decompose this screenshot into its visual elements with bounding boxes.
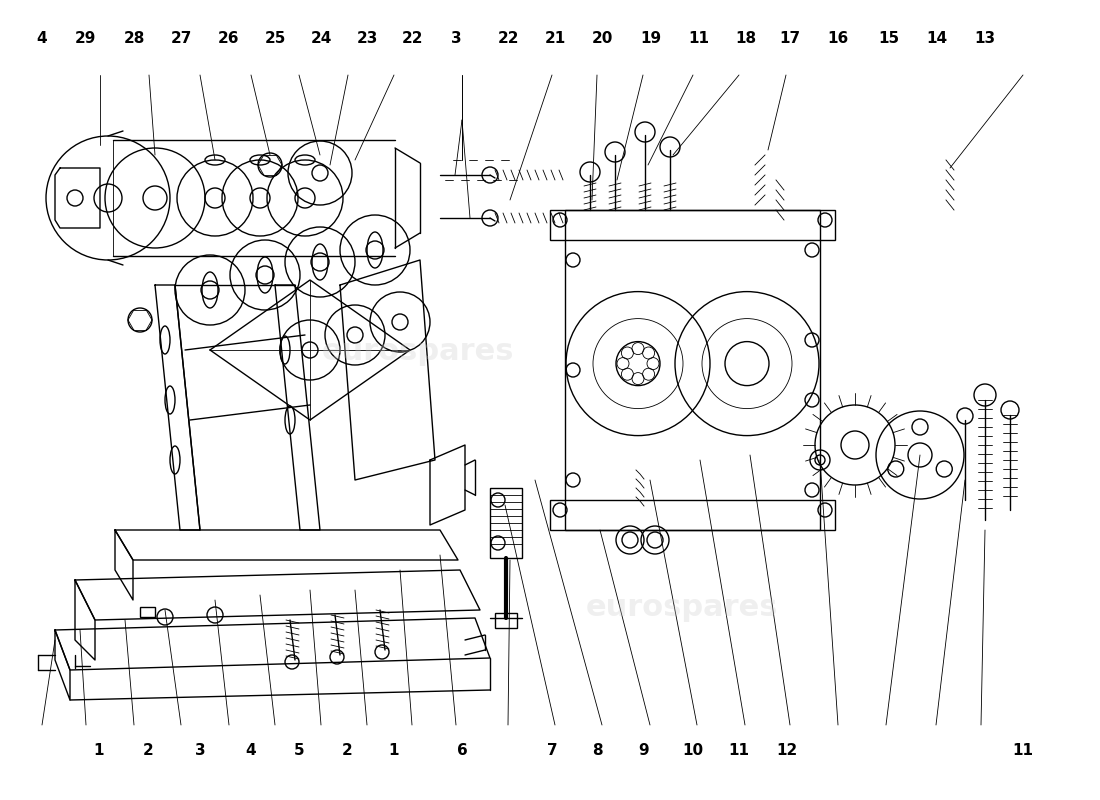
Text: 13: 13 <box>974 31 996 46</box>
Text: eurospares: eurospares <box>585 594 779 622</box>
Text: 9: 9 <box>638 743 649 758</box>
Text: eurospares: eurospares <box>321 338 515 366</box>
Bar <box>490 488 522 558</box>
Text: 20: 20 <box>592 31 614 46</box>
Text: 27: 27 <box>170 31 192 46</box>
Text: 26: 26 <box>218 31 240 46</box>
Text: 11: 11 <box>688 31 710 46</box>
Text: 25: 25 <box>264 31 286 46</box>
Text: 18: 18 <box>735 31 757 46</box>
Text: 11: 11 <box>1012 743 1034 758</box>
Text: 14: 14 <box>926 31 948 46</box>
Bar <box>565 210 820 530</box>
Text: 2: 2 <box>143 743 154 758</box>
Text: 28: 28 <box>123 31 145 46</box>
Text: 12: 12 <box>776 743 798 758</box>
Text: 16: 16 <box>827 31 849 46</box>
Text: 1: 1 <box>388 743 399 758</box>
Text: 3: 3 <box>195 743 206 758</box>
Text: 23: 23 <box>356 31 378 46</box>
Bar <box>550 210 835 240</box>
Text: 11: 11 <box>728 743 750 758</box>
Text: 2: 2 <box>342 743 353 758</box>
Text: 1: 1 <box>94 743 104 758</box>
Text: 15: 15 <box>878 31 900 46</box>
Text: 22: 22 <box>497 31 519 46</box>
Text: 10: 10 <box>682 743 704 758</box>
Text: 6: 6 <box>456 743 468 758</box>
Text: 7: 7 <box>547 743 558 758</box>
Text: 17: 17 <box>779 31 801 46</box>
Bar <box>550 500 835 530</box>
Text: 4: 4 <box>245 743 256 758</box>
Text: 24: 24 <box>310 31 332 46</box>
Text: 3: 3 <box>451 31 462 46</box>
Bar <box>140 607 155 617</box>
Bar <box>495 613 517 628</box>
Text: 29: 29 <box>75 31 97 46</box>
Text: 5: 5 <box>294 743 305 758</box>
Text: 4: 4 <box>36 31 47 46</box>
Text: 8: 8 <box>592 743 603 758</box>
Text: 19: 19 <box>640 31 662 46</box>
Text: 22: 22 <box>402 31 424 46</box>
Text: 21: 21 <box>544 31 566 46</box>
